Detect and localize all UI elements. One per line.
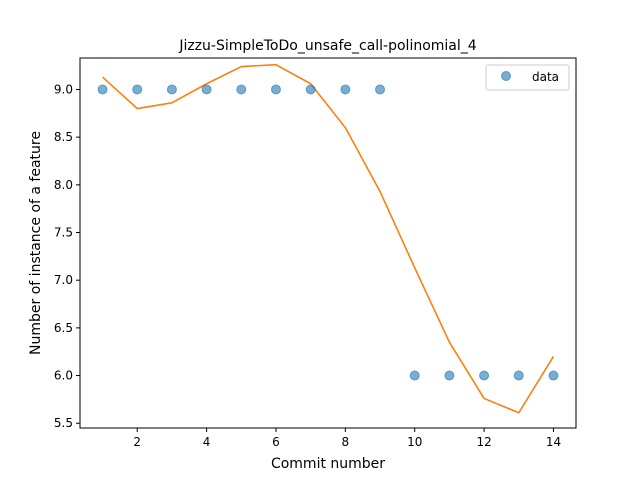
x-axis-label: Commit number — [271, 456, 385, 472]
x-tick-label: 2 — [133, 435, 141, 449]
data-point — [513, 370, 524, 381]
data-point — [479, 370, 490, 381]
data-point — [340, 84, 351, 95]
y-tick-label: 7.0 — [54, 273, 73, 287]
y-tick-label: 8.0 — [54, 178, 73, 192]
y-tick-label: 8.5 — [54, 130, 73, 144]
data-point — [97, 84, 108, 95]
y-tick-label: 6.5 — [54, 321, 73, 335]
fit-line-layer — [102, 63, 555, 414]
y-tick-label: 6.0 — [54, 369, 73, 383]
x-tick-label: 6 — [272, 435, 280, 449]
y-tick-label: 7.5 — [54, 226, 73, 240]
data-point — [548, 370, 559, 381]
x-tick-label: 12 — [476, 435, 491, 449]
data-point — [375, 84, 386, 95]
legend: data — [485, 64, 570, 91]
y-axis-ticks: 5.5 6.0 6.5 7.0 7.5 8.0 8.5 9.0 — [54, 82, 80, 430]
y-axis-label: Number of instance of a feature — [28, 131, 44, 355]
x-axis-ticks: 2 4 6 8 10 12 14 — [133, 428, 561, 449]
data-point — [132, 84, 143, 95]
chart-title: Jizzu-SimpleToDo_unsafe_call-polinomial_… — [178, 38, 476, 54]
data-points-layer — [97, 84, 559, 381]
legend-label-data: data — [532, 70, 559, 84]
x-tick-label: 14 — [546, 435, 561, 449]
data-point — [236, 84, 247, 95]
y-tick-label: 5.5 — [54, 416, 73, 430]
data-point — [270, 84, 281, 95]
data-point — [201, 84, 212, 95]
data-point — [444, 370, 455, 381]
fit-line — [102, 63, 555, 414]
data-point — [409, 370, 420, 381]
y-tick-label: 9.0 — [54, 82, 73, 96]
x-tick-label: 8 — [342, 435, 350, 449]
data-point — [305, 84, 316, 95]
data-point — [166, 84, 177, 95]
legend-marker-data — [501, 71, 511, 81]
plot-frame — [79, 57, 577, 429]
plot-area — [80, 58, 576, 428]
x-tick-label: 4 — [203, 435, 211, 449]
x-tick-label: 10 — [407, 435, 422, 449]
